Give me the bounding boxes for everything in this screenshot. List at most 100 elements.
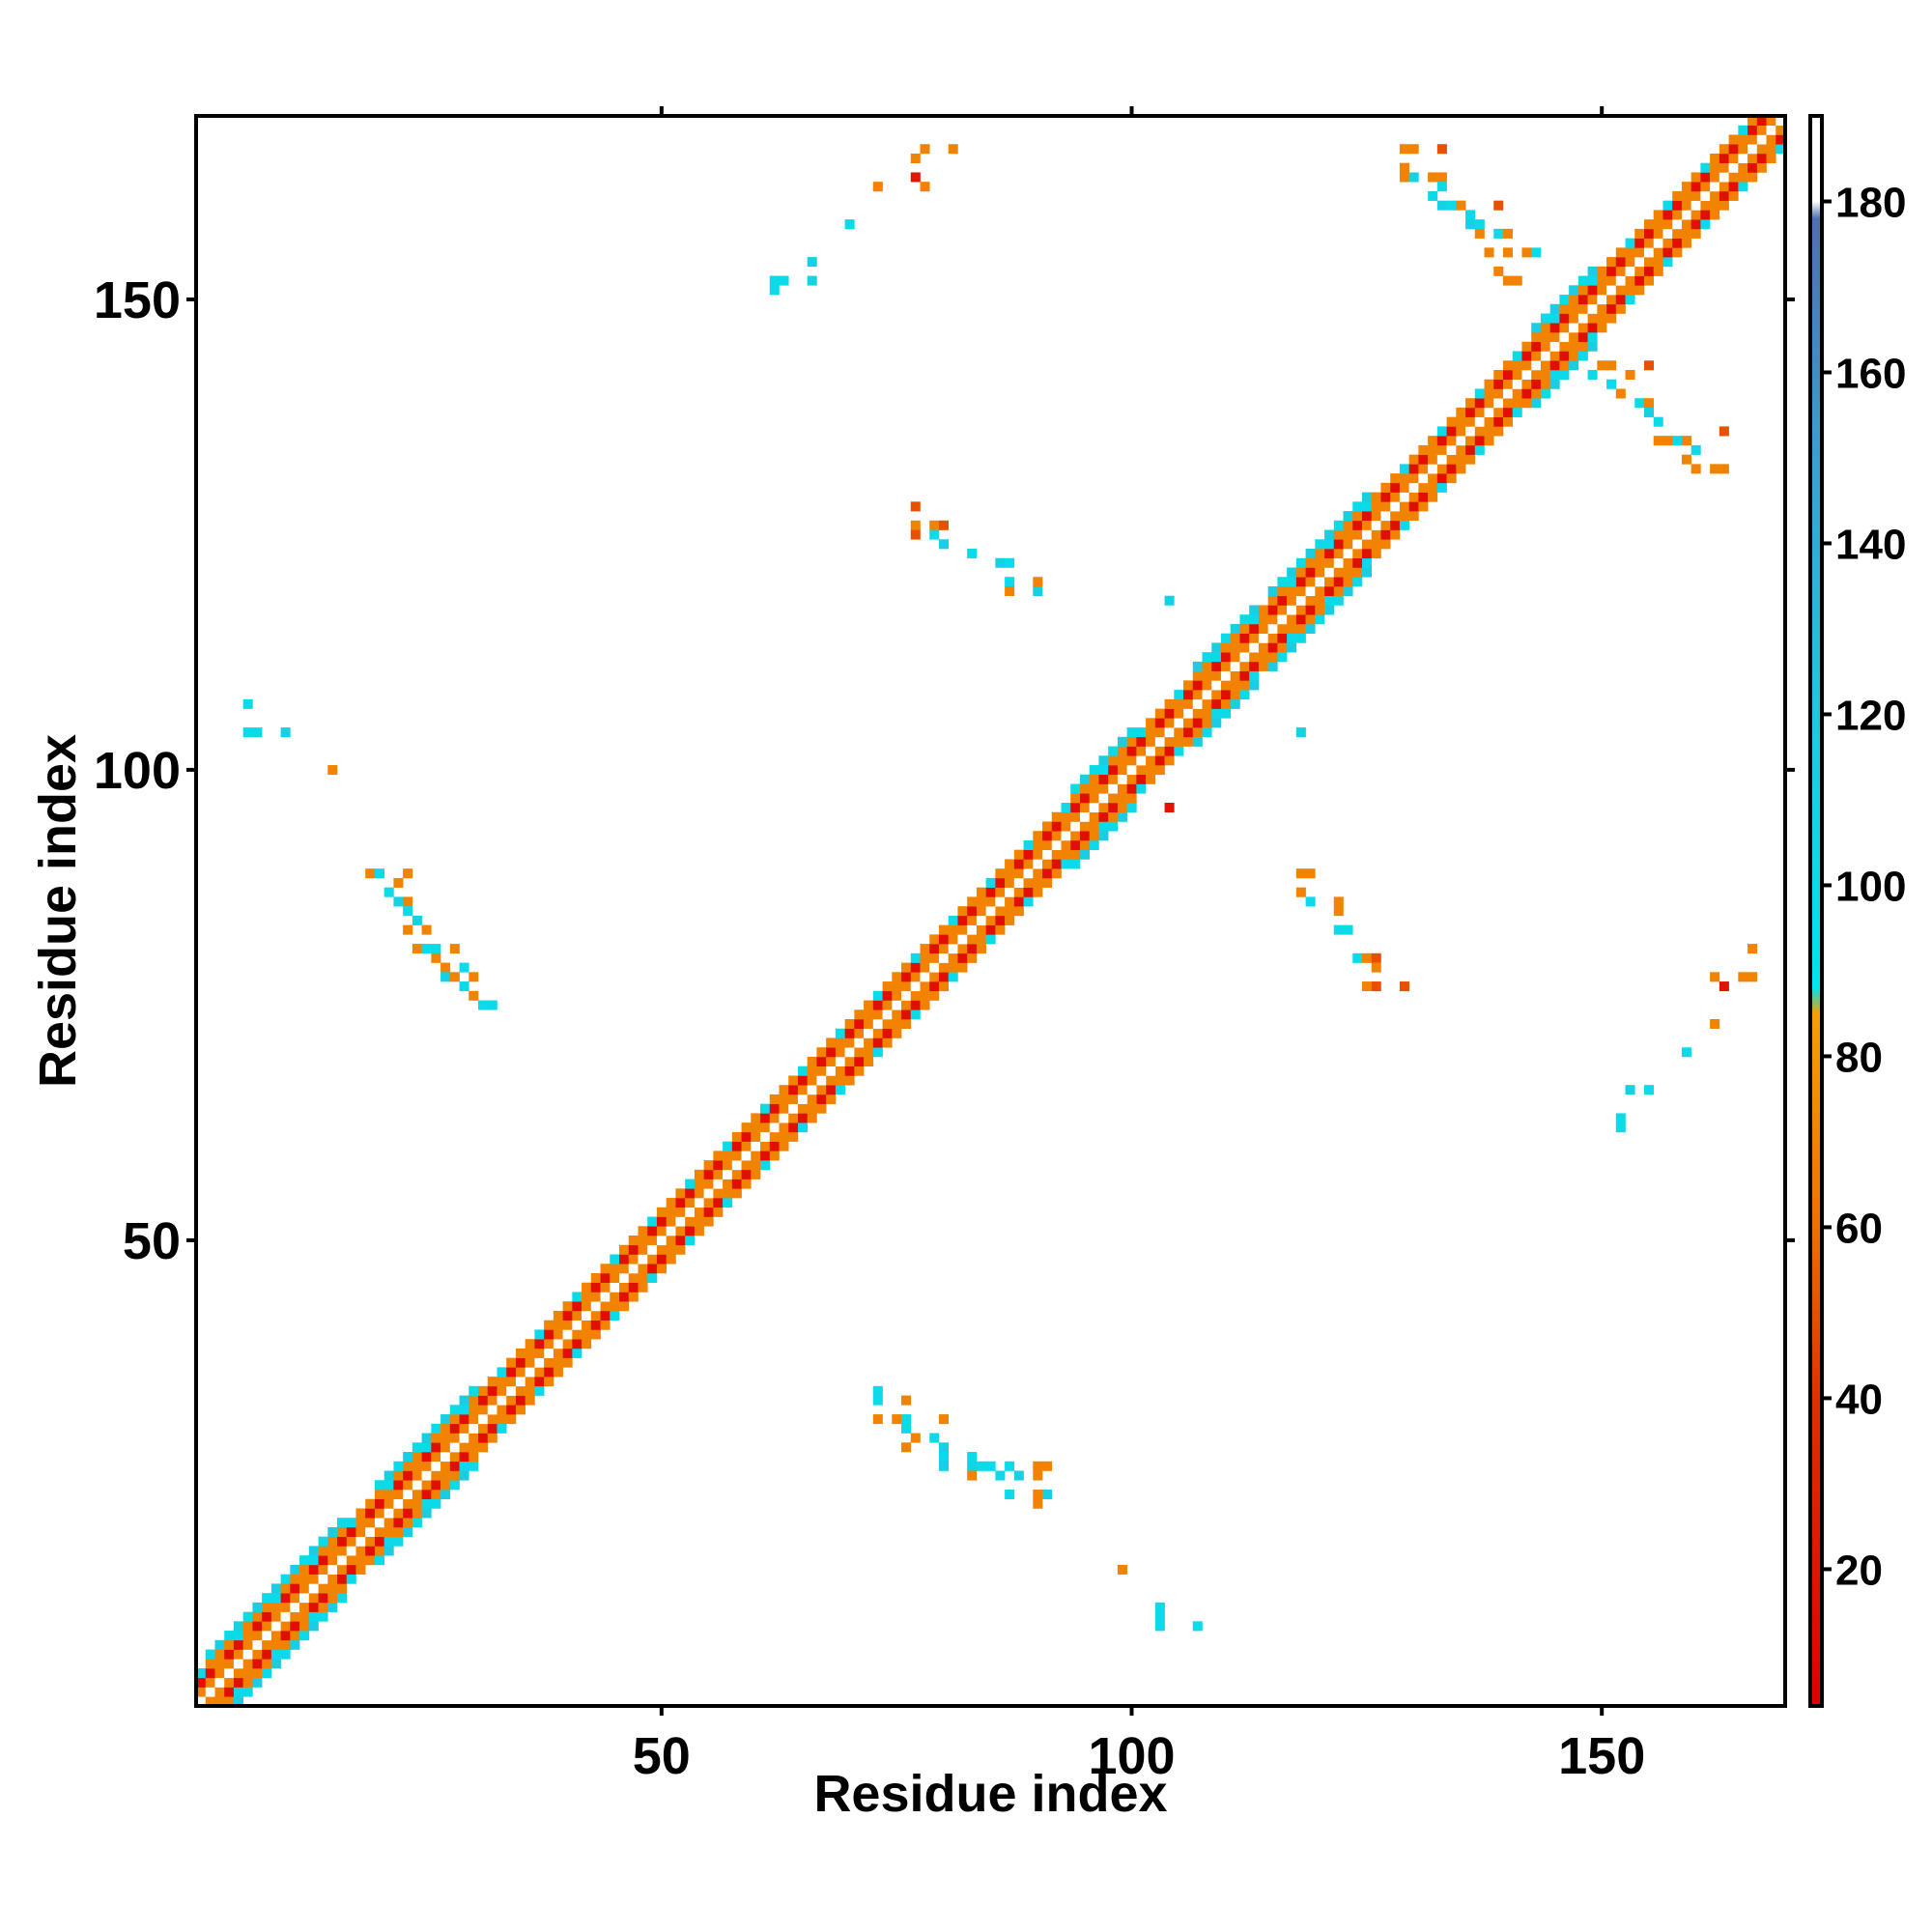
diagonal-cell [967,934,978,945]
diagonal-cell [1549,303,1560,314]
diagonal-cell [731,1188,742,1199]
contact-cell [1164,802,1175,813]
diagonal-cell [666,1244,676,1255]
diagonal-cell [553,1310,563,1321]
diagonal-cell [262,1639,272,1650]
diagonal-cell [1352,520,1363,530]
contact-cell [1643,398,1655,409]
diagonal-cell [769,1122,780,1133]
diagonal-cell [1042,821,1053,832]
diagonal-cell [1493,416,1504,427]
diagonal-cell [1277,614,1288,625]
contact-cell [938,1414,949,1425]
diagonal-cell [1277,605,1288,615]
diagonal-cell [1436,426,1447,437]
diagonal-cell [290,1593,300,1604]
diagonal-cell [769,1141,780,1151]
diagonal-cell [929,934,940,945]
contact-cell [1653,416,1663,427]
diagonal-cell [1766,153,1776,163]
contact-cell [469,990,479,1001]
diagonal-cell [280,1639,291,1650]
diagonal-cell [384,1546,394,1556]
diagonal-cell [1211,690,1222,700]
diagonal-cell [685,1207,696,1217]
diagonal-cell [788,1094,799,1104]
diagonal-cell [327,1546,338,1556]
diagonal-cell [1098,831,1109,841]
diagonal-cell [393,1480,404,1491]
diagonal-cell [1577,303,1588,314]
diagonal-cell [1436,482,1447,493]
diagonal-cell [590,1310,601,1321]
contact-cell [1295,887,1306,897]
contact-cell [1333,906,1344,917]
contact-cell [1005,585,1015,597]
diagonal-cell [938,962,949,973]
diagonal-cell [1606,285,1617,296]
diagonal-cell [299,1631,310,1641]
diagonal-cell [1324,529,1335,540]
diagonal-cell [1747,144,1758,155]
diagonal-cell [666,1198,676,1208]
diagonal-cell [1192,698,1203,709]
contact-cell [393,896,404,907]
diagonal-cell [327,1564,338,1575]
diagonal-cell [760,1103,771,1114]
diagonal-cell [384,1536,394,1547]
contact-cell [901,1395,912,1406]
diagonal-cell [393,1518,404,1528]
diagonal-cell [1136,783,1147,794]
diagonal-cell [1239,652,1250,663]
diagonal-cell [1098,765,1109,776]
contact-cell [280,727,291,738]
diagonal-cell [1079,774,1091,784]
diagonal-cell [553,1367,563,1378]
diagonal-cell [666,1226,676,1236]
diagonal-cell [1569,285,1579,296]
diagonal-cell [393,1498,404,1509]
diagonal-cell [1653,228,1663,239]
diagonal-cell [1380,529,1391,540]
diagonal-cell [892,1028,902,1038]
contact-cell [1690,464,1701,474]
diagonal-cell [270,1639,281,1650]
diagonal-cell [713,1198,724,1208]
diagonal-cell [478,1385,489,1396]
diagonal-cell [694,1188,704,1199]
diagonal-cell [1597,266,1607,276]
diagonal-cell [1521,379,1532,389]
diagonal-cell [440,1470,451,1481]
diagonal-cell [431,1452,441,1463]
contact-cell [901,1442,912,1453]
diagonal-cell [1070,783,1081,794]
diagonal-cell [1183,708,1194,719]
diagonal-cell [224,1659,235,1669]
contact-cell [967,1461,978,1471]
diagonal-cell [1154,727,1165,738]
diagonal-cell [1549,369,1560,381]
contact-cell [1465,219,1476,230]
diagonal-cell [205,1659,215,1669]
diagonal-cell [844,1028,855,1038]
diagonal-cell [1474,426,1485,437]
diagonal-cell [685,1226,696,1236]
diagonal-cell [1211,708,1222,719]
diagonal-cell [1042,877,1053,888]
diagonal-cell [1352,501,1363,512]
colorbar-tick-label: 20 [1835,1547,1883,1594]
diagonal-cell [1662,228,1673,239]
diagonal-cell [1521,351,1532,361]
diagonal-cell [995,868,1006,879]
diagonal-cell [553,1339,563,1350]
diagonal-cell [582,1329,592,1340]
diagonal-cell [1164,746,1175,756]
diagonal-cell [525,1339,535,1350]
diagonal-cell [675,1207,686,1217]
diagonal-cell [478,1433,489,1443]
diagonal-cell [1013,906,1024,917]
diagonal-cell [948,944,958,954]
diagonal-cell [440,1442,451,1453]
diagonal-cell [1098,793,1109,804]
diagonal-cell [1267,585,1278,597]
